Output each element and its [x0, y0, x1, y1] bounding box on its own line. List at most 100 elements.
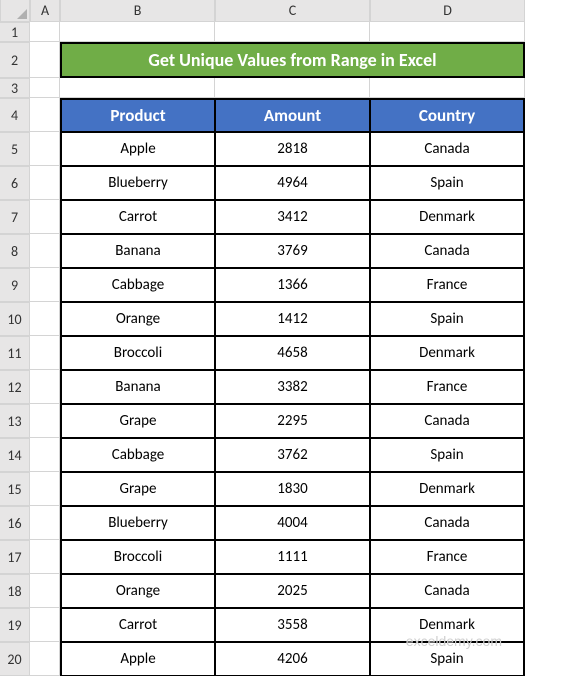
table-cell-r14-c2[interactable]: Denmark: [370, 608, 525, 642]
row-header-11[interactable]: 11: [0, 336, 30, 370]
cell-a15[interactable]: [30, 472, 60, 506]
row-header-7[interactable]: 7: [0, 200, 30, 234]
cell-a9[interactable]: [30, 268, 60, 302]
table-cell-r5-c0[interactable]: Orange: [60, 302, 215, 336]
table-cell-r8-c1[interactable]: 2295: [215, 404, 370, 438]
row-header-12[interactable]: 12: [0, 370, 30, 404]
table-cell-r1-c1[interactable]: 4964: [215, 166, 370, 200]
row-header-2[interactable]: 2: [0, 42, 30, 78]
table-cell-r7-c1[interactable]: 3382: [215, 370, 370, 404]
cell-b3[interactable]: [60, 78, 215, 98]
table-cell-r6-c1[interactable]: 4658: [215, 336, 370, 370]
col-header-c[interactable]: C: [215, 0, 370, 22]
row-header-20[interactable]: 20: [0, 642, 30, 676]
table-cell-r1-c0[interactable]: Blueberry: [60, 166, 215, 200]
table-cell-r4-c2[interactable]: France: [370, 268, 525, 302]
table-cell-r1-c2[interactable]: Spain: [370, 166, 525, 200]
table-cell-r13-c1[interactable]: 2025: [215, 574, 370, 608]
row-header-5[interactable]: 5: [0, 132, 30, 166]
row-header-9[interactable]: 9: [0, 268, 30, 302]
table-header-country[interactable]: Country: [370, 98, 525, 132]
table-cell-r3-c1[interactable]: 3769: [215, 234, 370, 268]
table-cell-r4-c0[interactable]: Cabbage: [60, 268, 215, 302]
table-cell-r15-c1[interactable]: 4206: [215, 642, 370, 676]
cell-c3[interactable]: [215, 78, 370, 98]
cell-a5[interactable]: [30, 132, 60, 166]
table-cell-r15-c0[interactable]: Apple: [60, 642, 215, 676]
table-cell-r6-c0[interactable]: Broccoli: [60, 336, 215, 370]
cell-a3[interactable]: [30, 78, 60, 98]
cell-a14[interactable]: [30, 438, 60, 472]
row-header-14[interactable]: 14: [0, 438, 30, 472]
row-header-6[interactable]: 6: [0, 166, 30, 200]
table-cell-r9-c2[interactable]: Spain: [370, 438, 525, 472]
table-cell-r8-c0[interactable]: Grape: [60, 404, 215, 438]
table-header-amount[interactable]: Amount: [215, 98, 370, 132]
row-header-17[interactable]: 17: [0, 540, 30, 574]
table-cell-r12-c0[interactable]: Broccoli: [60, 540, 215, 574]
table-cell-r9-c1[interactable]: 3762: [215, 438, 370, 472]
table-cell-r14-c1[interactable]: 3558: [215, 608, 370, 642]
table-cell-r4-c1[interactable]: 1366: [215, 268, 370, 302]
select-all-corner[interactable]: [0, 0, 30, 22]
cell-d1[interactable]: [370, 22, 525, 42]
cell-a13[interactable]: [30, 404, 60, 438]
row-header-1[interactable]: 1: [0, 22, 30, 42]
cell-a10[interactable]: [30, 302, 60, 336]
row-header-4[interactable]: 4: [0, 98, 30, 132]
row-header-3[interactable]: 3: [0, 78, 30, 98]
table-cell-r7-c0[interactable]: Banana: [60, 370, 215, 404]
cell-a20[interactable]: [30, 642, 60, 676]
table-cell-r14-c0[interactable]: Carrot: [60, 608, 215, 642]
table-cell-r12-c1[interactable]: 1111: [215, 540, 370, 574]
table-cell-r6-c2[interactable]: Denmark: [370, 336, 525, 370]
table-cell-r10-c1[interactable]: 1830: [215, 472, 370, 506]
cell-d3[interactable]: [370, 78, 525, 98]
row-header-19[interactable]: 19: [0, 608, 30, 642]
table-cell-r5-c2[interactable]: Spain: [370, 302, 525, 336]
table-cell-r12-c2[interactable]: France: [370, 540, 525, 574]
row-header-8[interactable]: 8: [0, 234, 30, 268]
table-cell-r0-c2[interactable]: Canada: [370, 132, 525, 166]
cell-a19[interactable]: [30, 608, 60, 642]
row-header-15[interactable]: 15: [0, 472, 30, 506]
row-header-18[interactable]: 18: [0, 574, 30, 608]
row-header-10[interactable]: 10: [0, 302, 30, 336]
cell-b1[interactable]: [60, 22, 215, 42]
table-cell-r10-c2[interactable]: Denmark: [370, 472, 525, 506]
table-cell-r9-c0[interactable]: Cabbage: [60, 438, 215, 472]
table-header-product[interactable]: Product: [60, 98, 215, 132]
table-cell-r0-c1[interactable]: 2818: [215, 132, 370, 166]
table-cell-r2-c0[interactable]: Carrot: [60, 200, 215, 234]
table-cell-r2-c2[interactable]: Denmark: [370, 200, 525, 234]
title-cell[interactable]: Get Unique Values from Range in Excel: [60, 42, 525, 78]
cell-a4[interactable]: [30, 98, 60, 132]
cell-c1[interactable]: [215, 22, 370, 42]
cell-a18[interactable]: [30, 574, 60, 608]
table-cell-r3-c0[interactable]: Banana: [60, 234, 215, 268]
col-header-a[interactable]: A: [30, 0, 60, 22]
cell-a11[interactable]: [30, 336, 60, 370]
cell-a12[interactable]: [30, 370, 60, 404]
table-cell-r10-c0[interactable]: Grape: [60, 472, 215, 506]
cell-a16[interactable]: [30, 506, 60, 540]
table-cell-r2-c1[interactable]: 3412: [215, 200, 370, 234]
col-header-d[interactable]: D: [370, 0, 525, 22]
row-header-16[interactable]: 16: [0, 506, 30, 540]
cell-a1[interactable]: [30, 22, 60, 42]
cell-a8[interactable]: [30, 234, 60, 268]
cell-a7[interactable]: [30, 200, 60, 234]
table-cell-r11-c1[interactable]: 4004: [215, 506, 370, 540]
table-cell-r13-c0[interactable]: Orange: [60, 574, 215, 608]
table-cell-r8-c2[interactable]: Canada: [370, 404, 525, 438]
cell-a17[interactable]: [30, 540, 60, 574]
cell-a2[interactable]: [30, 42, 60, 78]
table-cell-r15-c2[interactable]: Spain: [370, 642, 525, 676]
col-header-b[interactable]: B: [60, 0, 215, 22]
table-cell-r3-c2[interactable]: Canada: [370, 234, 525, 268]
row-header-13[interactable]: 13: [0, 404, 30, 438]
cell-a6[interactable]: [30, 166, 60, 200]
table-cell-r11-c2[interactable]: Canada: [370, 506, 525, 540]
table-cell-r7-c2[interactable]: France: [370, 370, 525, 404]
table-cell-r13-c2[interactable]: Canada: [370, 574, 525, 608]
